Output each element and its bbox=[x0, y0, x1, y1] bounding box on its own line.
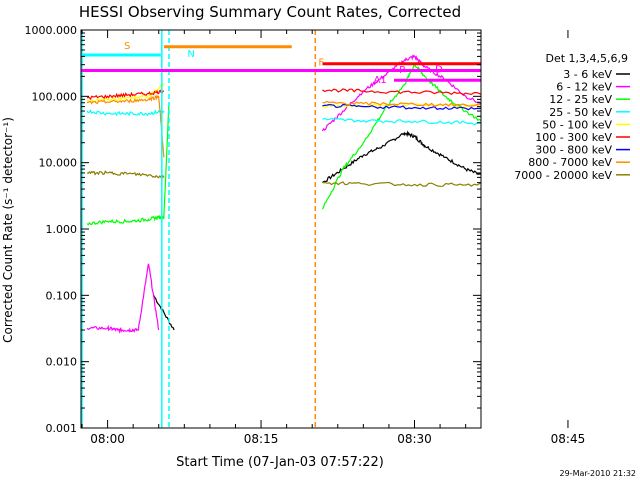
legend-header: Det 1,3,4,5,6,9 bbox=[545, 52, 628, 65]
annotation-label-0: S bbox=[124, 41, 130, 52]
frame-layer: 1000.000 100.000 10.000 1.000 0.100 0.010 0.00… bbox=[25, 24, 586, 446]
y-tick-label-4: 0.100 bbox=[46, 289, 78, 302]
series-line-1 bbox=[86, 54, 481, 334]
x-tick-label-0: 08:00 bbox=[90, 432, 125, 446]
legend-label-1: 6 - 12 keV bbox=[556, 81, 612, 94]
y-tick-label-1: 100.000 bbox=[32, 90, 78, 103]
y-tick-label-3: 1.000 bbox=[46, 223, 78, 236]
x-axis-label: Start Time (07-Jan-03 07:57:22) bbox=[176, 455, 384, 470]
series-line-7 bbox=[86, 94, 481, 158]
x-tick-label-1: 08:15 bbox=[244, 432, 279, 446]
legend-label-7: 800 - 7000 keV bbox=[528, 156, 612, 169]
annotation-label-1: N bbox=[187, 49, 194, 60]
series-layer bbox=[86, 54, 481, 334]
legend-label-5: 100 - 300 keV bbox=[535, 131, 612, 144]
series-line-6 bbox=[322, 103, 481, 111]
legend-label-6: 300 - 800 keV bbox=[535, 144, 612, 157]
annotation-label-4: D bbox=[435, 64, 443, 75]
footer-timestamp: 29-Mar-2010 21:32 bbox=[560, 469, 637, 478]
legend-label-8: 7000 - 20000 keV bbox=[514, 169, 612, 182]
x-tick-label-2: 08:30 bbox=[397, 432, 432, 446]
annotation-label-3: P bbox=[399, 65, 405, 76]
series-line-8 bbox=[86, 170, 481, 187]
legend-label-4: 50 - 100 keV bbox=[542, 118, 612, 131]
annotation-label-2: F bbox=[318, 58, 324, 69]
series-line-2 bbox=[86, 63, 481, 226]
y-tick-label-5: 0.010 bbox=[46, 356, 78, 369]
y-tick-label-0: 1000.000 bbox=[25, 24, 78, 37]
legend-label-0: 3 - 6 keV bbox=[563, 68, 612, 81]
y-axis-label: Corrected Count Rate (s⁻¹ detector⁻¹) bbox=[1, 117, 15, 343]
chart-title: HESSI Observing Summary Count Rates, Cor… bbox=[79, 3, 461, 21]
series-line-3 bbox=[86, 109, 481, 126]
legend-label-2: 12 - 25 keV bbox=[549, 93, 612, 106]
annotation-label-5: A1 bbox=[374, 75, 387, 86]
y-tick-label-6: 0.001 bbox=[46, 422, 78, 435]
series-line-5 bbox=[86, 88, 481, 101]
series-line-0 bbox=[153, 130, 481, 331]
legend-label-3: 25 - 50 keV bbox=[549, 106, 612, 119]
x-tick-label-3: 08:45 bbox=[551, 432, 586, 446]
y-tick-label-2: 10.000 bbox=[39, 157, 78, 170]
plot-frame bbox=[80, 29, 482, 429]
